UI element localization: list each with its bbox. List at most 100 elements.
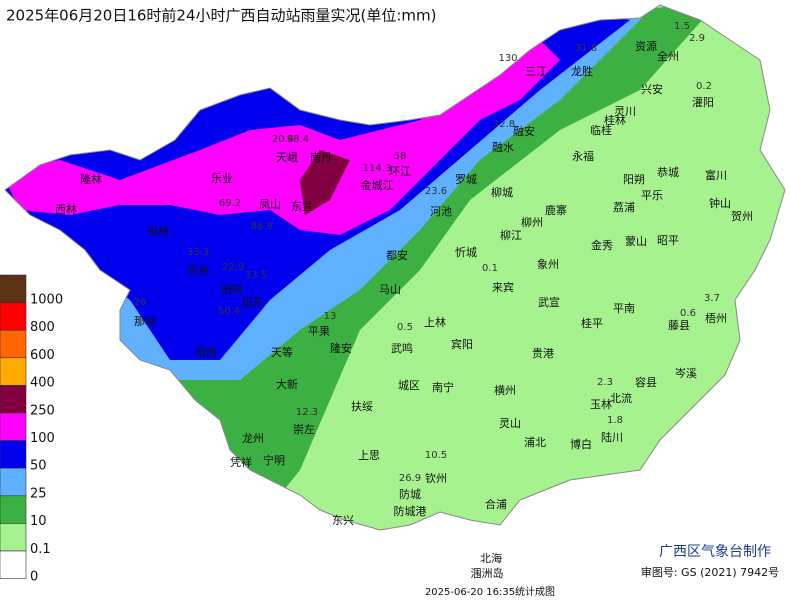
place-label: 鹿寨 <box>545 203 567 217</box>
legend-swatch <box>0 329 27 359</box>
rainfall-label: 26.9 <box>399 473 421 484</box>
place-label: 灵川 <box>614 105 636 118</box>
rainfall-label: 2.9 <box>689 33 705 44</box>
approval: 审图号: GS (2021) 7942号 <box>641 565 779 579</box>
legend-swatch <box>0 385 27 414</box>
legend-label: 50 <box>30 459 47 474</box>
rainfall-label: 1.5 <box>674 21 690 32</box>
timestamp: 2025-06-20 16:35统计成图 <box>425 585 555 598</box>
place-label: 宾阳 <box>451 337 473 351</box>
place-label: 柳州 <box>521 215 543 229</box>
place-label: 罗城 <box>455 173 477 186</box>
place-label: 陆川 <box>601 430 623 444</box>
place-label: 桂林 <box>604 113 626 127</box>
legend-swatch <box>0 523 27 552</box>
rainfall-label: 20.4 <box>272 134 294 145</box>
place-label: 天峨 <box>276 151 298 164</box>
place-label: 北海 <box>480 551 502 565</box>
producer: 广西区气象台制作 <box>659 544 771 560</box>
legend-label: 0.1 <box>30 542 51 557</box>
place-label: 浦北 <box>524 436 546 449</box>
legend-swatch <box>0 440 27 469</box>
place-label: 灵山 <box>499 417 521 430</box>
place-label: 扶绥 <box>351 399 373 413</box>
place-label: 上思 <box>358 449 380 462</box>
place-label: 象州 <box>537 258 559 271</box>
place-label: 防城 <box>399 487 421 501</box>
place-label: 钦州 <box>425 472 447 485</box>
place-label: 靖西 <box>195 346 217 359</box>
place-label: 贵港 <box>532 347 554 360</box>
place-label: 蒙山 <box>625 235 647 248</box>
rainfall-label: 26 <box>134 297 147 308</box>
place-label: 永福 <box>572 149 594 163</box>
place-label: 昭平 <box>657 234 679 247</box>
place-label: 都安 <box>386 248 408 262</box>
rainfall-label: 69.2 <box>219 198 241 209</box>
place-label: 平乐 <box>641 189 663 202</box>
place-label: 恭城 <box>657 166 679 179</box>
legend-swatch <box>0 357 27 386</box>
place-label: 龙州 <box>242 432 264 445</box>
place-label: 柳江 <box>500 228 522 242</box>
place-label: 凤山 <box>259 198 281 211</box>
legend-label: 600 <box>30 348 55 363</box>
place-label: 武宣 <box>538 295 560 309</box>
place-label: 防城港 <box>394 504 427 518</box>
rainfall-label: 58 <box>394 151 407 162</box>
rainfall-label: 32.8 <box>493 119 515 130</box>
place-label: 平果 <box>308 325 330 338</box>
place-label: 藤县 <box>668 319 690 332</box>
place-label: 凭祥 <box>230 455 252 469</box>
legend-label: 800 <box>30 320 55 335</box>
place-label: 荔浦 <box>613 201 635 214</box>
legend-label: 400 <box>30 376 55 391</box>
place-label: 来宾 <box>492 280 514 294</box>
rainfall-label: 86.9 <box>251 221 273 232</box>
place-label: 南宁 <box>432 380 454 394</box>
legend-label: 25 <box>30 486 47 501</box>
legend-label: 0 <box>30 570 38 585</box>
place-label: 涠洲岛 <box>471 566 504 580</box>
place-label: 隆安 <box>330 341 352 355</box>
legend-swatch <box>0 274 27 303</box>
place-label: 那坡 <box>134 315 156 328</box>
legend-swatch <box>0 467 27 497</box>
place-label: 天等 <box>271 345 293 359</box>
place-label: 田东 <box>242 296 264 309</box>
place-label: 金城江 <box>361 178 394 192</box>
place-label: 百色 <box>187 263 209 277</box>
legend-label: 250 <box>30 403 55 418</box>
legend-swatch <box>0 495 27 524</box>
rainfall-label: 10.5 <box>425 450 447 461</box>
place-label: 西林 <box>55 202 77 216</box>
rainfall-label: 3.7 <box>704 293 720 304</box>
place-label: 玉林 <box>590 397 612 411</box>
place-label: 岑溪 <box>675 367 697 380</box>
place-label: 全州 <box>657 49 679 63</box>
rainfall-label: 0.2 <box>696 81 712 92</box>
rainfall-label: 23.6 <box>425 186 447 197</box>
place-label: 钟山 <box>709 196 731 210</box>
place-label: 合浦 <box>485 497 507 511</box>
rainfall-label: 98.4 <box>287 134 309 145</box>
place-label: 桂平 <box>581 316 603 330</box>
legend-swatch <box>0 412 27 441</box>
legend-label: 1000 <box>30 293 63 308</box>
place-label: 上林 <box>424 315 446 329</box>
place-label: 龙胜 <box>571 64 593 78</box>
place-label: 乐业 <box>211 172 233 185</box>
rainfall-label: 0.1 <box>482 263 498 274</box>
place-label: 兴安 <box>641 82 663 96</box>
place-label: 田林 <box>147 224 169 238</box>
rain-zone <box>5 40 560 235</box>
place-label: 环江 <box>389 165 411 178</box>
place-label: 博白 <box>570 437 592 451</box>
rainfall-label: 33.5 <box>245 270 267 281</box>
rainfall-label: 31.8 <box>575 43 597 54</box>
place-label: 梧州 <box>705 311 727 325</box>
legend-label: 100 <box>30 431 55 446</box>
place-label: 北流 <box>610 391 632 405</box>
place-label: 宁明 <box>263 453 285 467</box>
place-label: 融水 <box>492 141 514 154</box>
